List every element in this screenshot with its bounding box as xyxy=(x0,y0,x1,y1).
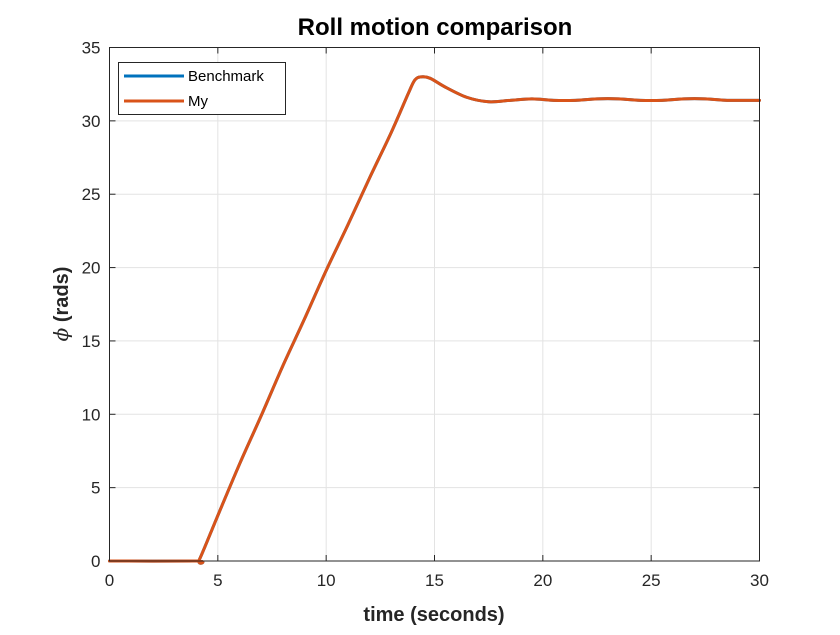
y-tick-label: 5 xyxy=(91,479,100,498)
y-tick-label: 30 xyxy=(82,112,101,131)
series-line-my xyxy=(108,75,761,565)
y-tick-label: 15 xyxy=(82,332,101,351)
x-tick-label: 20 xyxy=(533,571,552,590)
x-axis-label: time (seconds) xyxy=(363,604,504,626)
x-tick-label: 5 xyxy=(213,571,222,590)
legend-box xyxy=(118,62,286,115)
y-tick-label: 20 xyxy=(82,259,101,278)
y-tick-label: 0 xyxy=(91,552,100,571)
x-tick-label: 30 xyxy=(750,571,769,590)
y-tick-label: 25 xyxy=(82,185,101,204)
legend: Benchmark My xyxy=(118,62,286,115)
ticks: 0 5 10 15 20 25 30 0 5 10 15 20 25 30 35 xyxy=(82,39,769,591)
x-tick-label: 25 xyxy=(642,571,661,590)
series-layer xyxy=(108,75,761,565)
y-axis-label: ϕ (rads) xyxy=(49,267,73,342)
y-axis-label-symbol: ϕ xyxy=(49,327,73,341)
y-tick-label: 10 xyxy=(82,405,101,424)
chart-title: Roll motion comparison xyxy=(298,14,573,41)
legend-label-benchmark: Benchmark xyxy=(188,68,264,85)
x-tick-label: 10 xyxy=(317,571,336,590)
legend-label-my: My xyxy=(188,93,208,110)
x-tick-label: 15 xyxy=(425,571,444,590)
y-tick-label: 35 xyxy=(82,39,101,58)
y-axis-label-text: (rads) xyxy=(51,267,73,328)
x-tick-label: 0 xyxy=(105,571,114,590)
